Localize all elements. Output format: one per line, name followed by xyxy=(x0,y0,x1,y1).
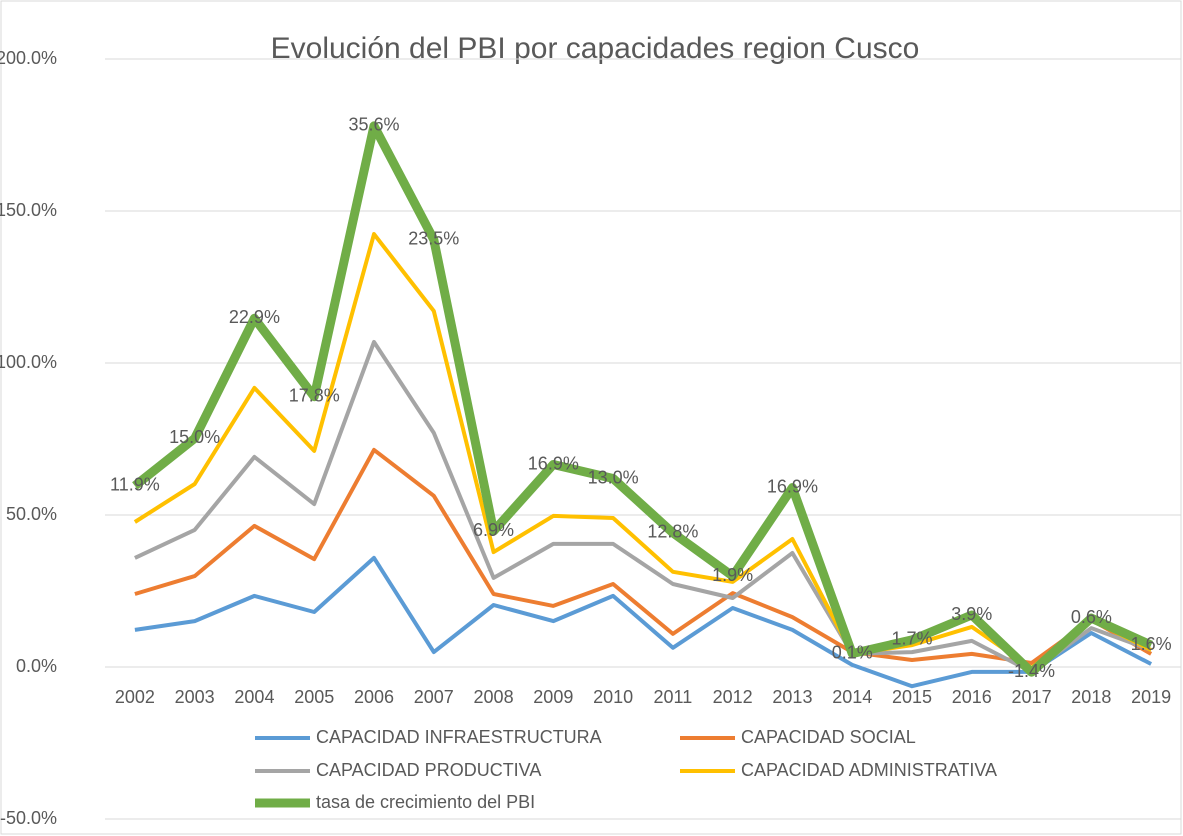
legend-label: CAPACIDAD ADMINISTRATIVA xyxy=(741,760,997,780)
data-label: 16.9% xyxy=(528,453,579,473)
x-tick-label: 2003 xyxy=(175,687,215,707)
x-tick-label: 2009 xyxy=(533,687,573,707)
legend-label: CAPACIDAD SOCIAL xyxy=(741,727,916,747)
x-tick-label: 2007 xyxy=(414,687,454,707)
data-label: 16.9% xyxy=(767,476,818,496)
x-tick-label: 2016 xyxy=(952,687,992,707)
data-label: 11.9% xyxy=(110,475,160,495)
data-label: 15.0% xyxy=(169,427,220,447)
data-label: 17.8% xyxy=(289,385,340,405)
series-line xyxy=(134,340,1152,674)
x-tick-label: 2013 xyxy=(772,687,812,707)
y-tick-label: 200.0% xyxy=(0,48,57,68)
series-line xyxy=(134,447,1153,665)
x-tick-label: 2006 xyxy=(354,687,394,707)
data-label: 3.9% xyxy=(951,604,992,624)
data-label: 12.8% xyxy=(647,522,698,542)
x-tick-label: 2012 xyxy=(713,687,753,707)
x-tick-label: 2018 xyxy=(1071,687,1111,707)
y-tick-label: 150.0% xyxy=(0,200,57,220)
y-tick-label: 100.0% xyxy=(0,352,57,372)
x-tick-label: 2019 xyxy=(1131,687,1171,707)
legend-label: CAPACIDAD PRODUCTIVA xyxy=(316,760,541,780)
x-tick-label: 2014 xyxy=(832,687,872,707)
series-line xyxy=(133,232,1152,670)
series-line xyxy=(132,121,1153,677)
x-tick-label: 2015 xyxy=(892,687,932,707)
data-label: 22.9% xyxy=(229,307,280,327)
data-label: 13.0% xyxy=(588,467,639,487)
x-tick-label: 2008 xyxy=(474,687,514,707)
x-tick-label: 2002 xyxy=(115,687,155,707)
data-label: 23.5% xyxy=(408,228,459,248)
data-label: -1.4% xyxy=(1008,661,1055,681)
data-label: 35.6% xyxy=(348,115,399,135)
y-tick-label: 0.0% xyxy=(16,656,57,676)
x-tick-label: 2010 xyxy=(593,687,633,707)
legend-label: tasa de crecimiento del PBI xyxy=(316,792,535,812)
legend-label: CAPACIDAD INFRAESTRUCTURA xyxy=(316,727,602,747)
data-label: 0.6% xyxy=(1071,607,1112,627)
y-tick-label: 50.0% xyxy=(6,504,57,524)
y-tick-label: -50.0% xyxy=(0,808,57,828)
series-line xyxy=(134,555,1153,689)
data-label: 1.9% xyxy=(712,565,753,585)
x-tick-label: 2011 xyxy=(654,687,693,707)
x-tick-label: 2005 xyxy=(294,687,334,707)
x-tick-label: 2004 xyxy=(234,687,274,707)
data-label: 1.7% xyxy=(891,629,932,649)
chart-title: Evolución del PBI por capacidades region… xyxy=(271,32,920,65)
x-tick-label: 2017 xyxy=(1012,687,1052,707)
data-label: 1.6% xyxy=(1131,634,1172,654)
data-label: 0.1% xyxy=(832,642,873,662)
data-label: 6.9% xyxy=(473,520,514,540)
